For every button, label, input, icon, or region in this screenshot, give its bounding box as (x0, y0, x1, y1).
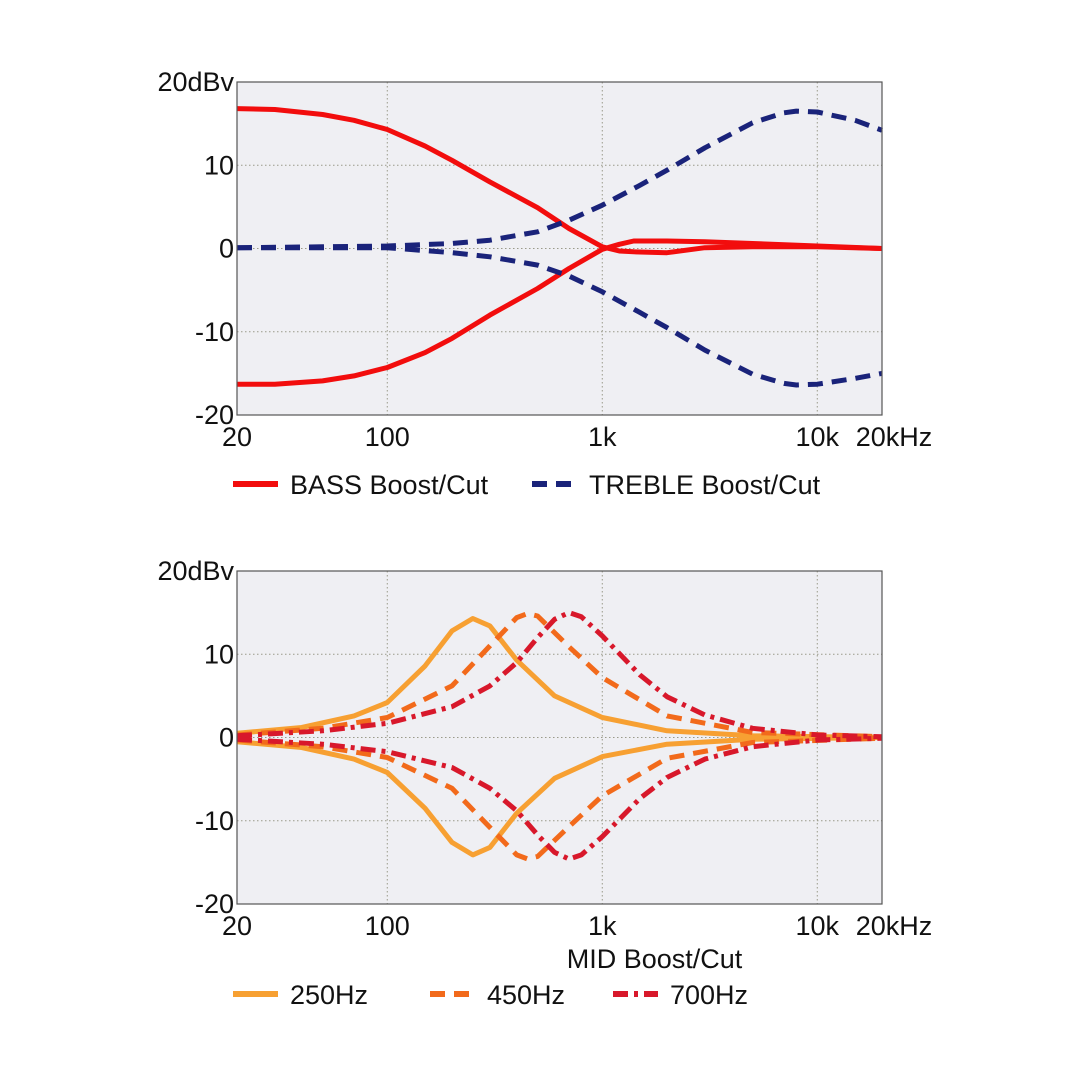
legend: BASS Boost/Cut TREBLE Boost/Cut (233, 470, 821, 500)
series-line-dashed (237, 245, 883, 388)
legend-label: 250Hz (290, 980, 368, 1010)
x-tick-label: 1k (588, 911, 617, 941)
x-tick-label: 100 (365, 911, 410, 941)
series-line-dashed (236, 735, 883, 862)
series-group (236, 106, 883, 388)
y-tick-label: 20dBv (157, 556, 234, 586)
y-tick-label: -10 (195, 806, 234, 836)
y-tick-label: 10 (204, 639, 234, 669)
series-line-dashdot (236, 735, 883, 862)
x-tick-label: 20kHz (856, 911, 933, 941)
series-line-dashdot (236, 610, 883, 740)
y-tick-label: 0 (219, 234, 234, 264)
legend-label: TREBLE Boost/Cut (589, 470, 821, 500)
x-tick-label: 10k (796, 422, 840, 452)
legend-label: 450Hz (487, 980, 565, 1010)
y-tick-label: -20 (195, 889, 234, 919)
y-tick-label: 10 (204, 150, 234, 180)
series-line-dashed (236, 108, 883, 251)
series-line-solid (236, 735, 883, 858)
plot-frame (236, 570, 883, 905)
series-line-dashed (236, 611, 883, 740)
y-tick-label: -20 (195, 400, 234, 430)
series-group (236, 610, 883, 862)
y-tick-label: 0 (219, 723, 234, 753)
series-line-solid (236, 106, 883, 256)
x-tick-label: 1k (588, 422, 617, 452)
series-line-solid (236, 616, 883, 740)
y-tick-label: 20dBv (157, 67, 234, 97)
plot-frame (236, 81, 883, 416)
x-tick-label: 100 (365, 422, 410, 452)
y-tick-label: -10 (195, 317, 234, 347)
x-tick-label: 20 (222, 911, 252, 941)
series-line-solid (237, 238, 883, 387)
x-axis-label: MID Boost/Cut (567, 944, 743, 974)
legend-label: BASS Boost/Cut (290, 470, 489, 500)
legend-label: 700Hz (670, 980, 748, 1010)
x-tick-label: 20kHz (856, 422, 933, 452)
legend: 250Hz 450Hz 700Hz (233, 980, 748, 1010)
x-tick-label: 20 (222, 422, 252, 452)
x-tick-label: 10k (796, 911, 840, 941)
